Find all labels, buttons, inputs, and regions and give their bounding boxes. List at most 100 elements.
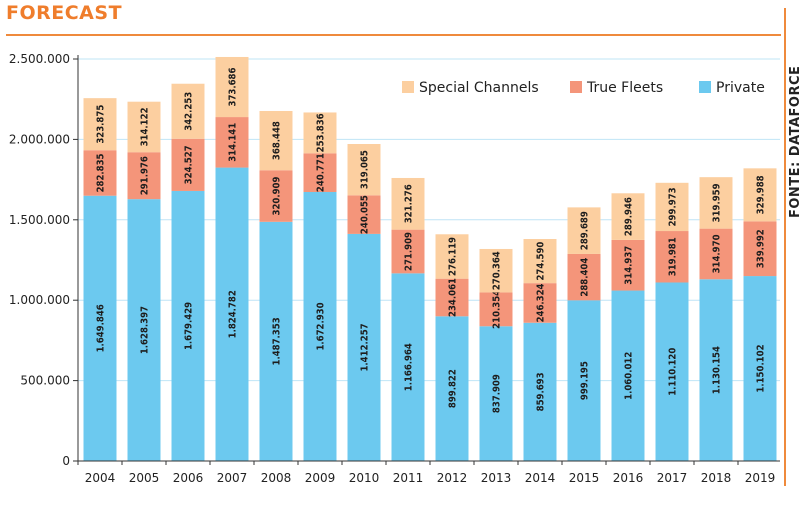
data-label: 234.061	[448, 278, 459, 317]
bar-private	[391, 273, 425, 461]
y-tick-label: 1.500.000	[9, 213, 70, 227]
legend-label: Private	[716, 80, 765, 96]
data-label: 314.141	[228, 123, 239, 162]
data-label: 1.412.257	[360, 323, 371, 371]
bar-true-fleets	[523, 283, 557, 323]
bar-private	[743, 276, 777, 461]
x-tick-label: 2005	[129, 471, 160, 485]
y-tick-label: 2.500.000	[9, 52, 70, 66]
y-tick-label: 1.000.000	[9, 293, 70, 307]
data-label: 319.959	[712, 183, 723, 222]
source-label: FONTE: DATAFORCE	[788, 65, 803, 218]
stacked-bar-chart: 1.649.846 282.835 323.875 1.628.397 291.976 3…	[9, 52, 780, 485]
data-label: 368.448	[272, 121, 283, 160]
bar-private	[127, 199, 161, 462]
bar-true-fleets	[567, 253, 601, 301]
data-label: 1.110.120	[668, 348, 679, 396]
bar-special-channels	[699, 177, 733, 229]
data-label: 240.771	[316, 153, 327, 192]
data-label: 329.988	[756, 175, 767, 214]
bar-true-fleets	[655, 231, 689, 283]
bar-true-fleets	[215, 117, 249, 168]
legend-label: True Fleets	[586, 80, 663, 96]
legend: Special Channels True Fleets Private	[402, 80, 765, 96]
data-label: 253.836	[316, 113, 327, 152]
bars: 1.649.846 282.835 323.875 1.628.397 291.976 3…	[83, 56, 777, 462]
data-label: 314.970	[712, 234, 723, 273]
bar-private	[259, 221, 293, 461]
data-label: 1.649.846	[96, 304, 107, 352]
data-label: 314.122	[140, 107, 151, 146]
bar-special-channels	[611, 193, 645, 240]
y-tick-label: 500.000	[20, 374, 70, 388]
axes: 0 500.000 1.000.000 1.500.000 2.000.000 2.500…	[9, 52, 780, 485]
bar-private	[523, 322, 557, 461]
data-label: 323.875	[96, 105, 107, 144]
bar-special-channels	[171, 83, 205, 139]
legend-swatch	[699, 81, 711, 93]
bar-true-fleets	[171, 138, 205, 191]
data-label: 1.628.397	[140, 306, 151, 354]
x-tick-label: 2013	[481, 471, 512, 485]
data-label: 899.822	[448, 369, 459, 408]
data-label: 324.527	[184, 145, 195, 184]
x-tick-label: 2006	[173, 471, 204, 485]
data-label: 240.055	[360, 195, 371, 234]
data-label: 1.166.964	[404, 343, 415, 391]
bar-private	[611, 290, 645, 461]
side-rule	[784, 8, 786, 486]
x-tick-label: 2004	[85, 471, 116, 485]
data-label: 299.973	[668, 187, 679, 226]
data-label: 859.693	[536, 372, 547, 411]
source-label-wrapper: FONTE: DATAFORCE	[788, 66, 808, 218]
bar-true-fleets	[611, 239, 645, 291]
bar-private	[479, 326, 513, 461]
data-label: 837.909	[492, 374, 503, 413]
x-tick-label: 2008	[261, 471, 292, 485]
bar-special-channels	[127, 101, 161, 153]
bar-private	[699, 279, 733, 461]
legend-swatch	[402, 81, 414, 93]
bar-private	[435, 316, 469, 461]
data-label: 271.909	[404, 232, 415, 271]
data-label: 319.065	[360, 150, 371, 189]
bar-special-channels	[567, 207, 601, 254]
bar-true-fleets	[391, 229, 425, 274]
bar-special-channels	[215, 56, 249, 118]
bar-private	[567, 300, 601, 461]
data-label: 339.992	[756, 229, 767, 268]
title-rule	[6, 34, 781, 36]
bar-special-channels	[347, 144, 381, 196]
bar-private	[171, 190, 205, 461]
x-tick-label: 2011	[393, 471, 424, 485]
data-label: 1.060.012	[624, 352, 635, 400]
data-label: 1.150.102	[756, 344, 767, 392]
bar-true-fleets	[347, 195, 381, 234]
data-label: 1.487.353	[272, 317, 283, 365]
x-tick-label: 2016	[613, 471, 644, 485]
data-label: 270.364	[492, 251, 503, 290]
x-tick-label: 2009	[305, 471, 336, 485]
data-label: 274.590	[536, 242, 547, 281]
bar-true-fleets	[303, 153, 337, 192]
data-label: 314.937	[624, 246, 635, 285]
data-label: 320.909	[272, 177, 283, 216]
bar-special-channels	[435, 234, 469, 279]
data-label: 1.824.782	[228, 290, 239, 338]
x-tick-label: 2014	[525, 471, 556, 485]
x-tick-label: 2018	[701, 471, 732, 485]
data-label: 1.672.930	[316, 302, 327, 350]
legend-swatch	[570, 81, 582, 93]
legend-label: Special Channels	[419, 80, 539, 96]
data-label: 319.981	[668, 237, 679, 276]
data-label: 342.253	[184, 92, 195, 131]
bar-special-channels	[303, 112, 337, 154]
data-label: 1.130.154	[712, 346, 723, 394]
bar-special-channels	[259, 110, 293, 171]
bar-true-fleets	[83, 150, 117, 196]
bar-true-fleets	[259, 170, 293, 222]
bar-private	[215, 167, 249, 461]
bar-private	[83, 195, 117, 461]
data-label: 289.689	[580, 211, 591, 250]
data-label: 999.195	[580, 361, 591, 400]
